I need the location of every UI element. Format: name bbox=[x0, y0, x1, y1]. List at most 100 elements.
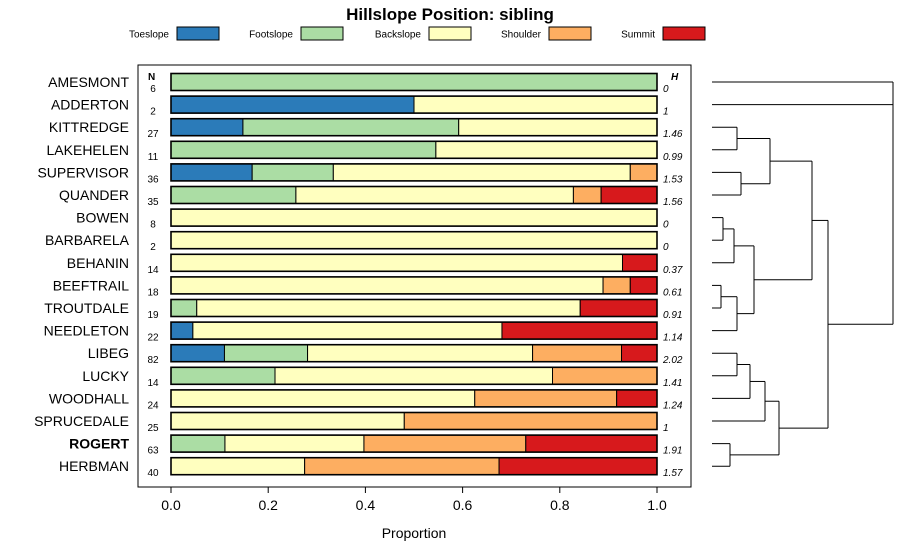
row-needleton: NEEDLETON 22 1.14 bbox=[44, 321, 683, 344]
bar-segment-footslope bbox=[223, 344, 309, 363]
chart-title: Hillslope Position: sibling bbox=[346, 5, 554, 24]
bar-segment-toeslope bbox=[170, 321, 194, 340]
bar-segment-footslope bbox=[170, 140, 437, 159]
bar-segment-footslope bbox=[170, 73, 658, 91]
bar-segment-backslope bbox=[170, 412, 405, 430]
legend-label-backslope: Backslope bbox=[375, 30, 422, 41]
row-label: AMESMONT bbox=[48, 74, 129, 90]
bar-segment-summit bbox=[501, 321, 658, 340]
bar-outline bbox=[170, 276, 658, 295]
row-h-value: 1.56 bbox=[663, 197, 683, 208]
bar-outline bbox=[170, 208, 658, 227]
bar-segment-footslope bbox=[170, 366, 276, 385]
row-label: LUCKY bbox=[82, 368, 129, 384]
x-tick-label: 0.4 bbox=[356, 497, 376, 513]
row-n-value: 82 bbox=[147, 355, 159, 366]
bar-segment-shoulder bbox=[403, 412, 658, 430]
row-quander: QUANDER 35 1.56 bbox=[59, 185, 683, 208]
bar-segment-shoulder bbox=[304, 457, 500, 476]
x-axis-title: Proportion bbox=[382, 525, 447, 541]
row-n-value: 27 bbox=[147, 129, 159, 140]
bar-segment-summit bbox=[579, 299, 658, 317]
bar-outline bbox=[170, 298, 658, 318]
row-h-value: 0.61 bbox=[663, 287, 682, 298]
bar-segment-shoulder bbox=[532, 344, 623, 363]
row-n-value: 14 bbox=[147, 265, 159, 276]
n-header: N bbox=[148, 72, 155, 83]
row-h-value: 1 bbox=[663, 107, 669, 118]
row-kittredge: KITTREDGE 27 1.46 bbox=[49, 117, 683, 140]
bar-segment-shoulder bbox=[474, 389, 618, 408]
row-n-value: 40 bbox=[147, 468, 159, 479]
bar-segment-backslope bbox=[170, 389, 476, 408]
row-h-value: 0.37 bbox=[663, 265, 683, 276]
bar-segment-backslope bbox=[458, 118, 658, 137]
row-n-value: 8 bbox=[150, 220, 156, 231]
legend-label-toeslope: Toeslope bbox=[129, 30, 169, 41]
bar-segment-footslope bbox=[251, 163, 334, 182]
row-n-value: 2 bbox=[150, 107, 156, 118]
row-n-value: 24 bbox=[147, 400, 159, 411]
bar-segment-shoulder bbox=[572, 186, 602, 204]
legend-swatch-backslope bbox=[428, 26, 472, 41]
bar-outline bbox=[170, 117, 658, 137]
bar-outline bbox=[170, 185, 658, 205]
bar-segment-backslope bbox=[435, 140, 658, 159]
bar-outline bbox=[170, 366, 658, 386]
row-beeftrail: BEEFTRAIL 18 0.61 bbox=[53, 276, 682, 298]
bar-segment-summit bbox=[629, 276, 658, 295]
dendrogram bbox=[712, 81, 894, 467]
row-lakehelen: LAKEHELEN 11 0.99 bbox=[47, 140, 683, 163]
bar-outline bbox=[170, 389, 658, 408]
row-label: HERBMAN bbox=[59, 458, 129, 474]
row-n-value: 35 bbox=[147, 197, 159, 208]
row-label: ADDERTON bbox=[51, 97, 129, 113]
bar-outline bbox=[170, 140, 658, 160]
row-herbman: HERBMAN 40 1.57 bbox=[59, 456, 683, 479]
row-troutdale: TROUTDALE 19 0.91 bbox=[44, 298, 682, 321]
bar-segment-backslope bbox=[196, 299, 581, 317]
bar-segment-backslope bbox=[170, 231, 658, 250]
x-axis: 0.0 0.2 0.4 0.6 0.8 1.0 bbox=[161, 487, 667, 513]
bar-outline bbox=[170, 95, 658, 114]
row-h-value: 0 bbox=[663, 84, 669, 95]
legend-swatch-toeslope bbox=[176, 26, 220, 41]
row-h-value: 1.53 bbox=[663, 174, 683, 185]
row-n-value: 14 bbox=[147, 378, 159, 389]
bar-segment-footslope bbox=[170, 434, 226, 453]
legend-label-summit: Summit bbox=[621, 30, 655, 41]
bar-segment-summit bbox=[600, 186, 658, 204]
bar-segment-backslope bbox=[332, 163, 631, 182]
row-adderton: ADDERTON 2 1 bbox=[51, 95, 669, 118]
bar-outline bbox=[170, 253, 658, 273]
plot-frame bbox=[137, 64, 692, 488]
bar-segment-shoulder bbox=[602, 276, 631, 295]
row-h-value: 0.99 bbox=[663, 152, 683, 163]
bar-segment-backslope bbox=[413, 95, 658, 114]
row-h-value: 1.46 bbox=[663, 129, 683, 140]
bar-segment-summit bbox=[616, 389, 658, 408]
row-libeg: LIBEG 82 2.02 bbox=[88, 343, 683, 366]
row-h-value: 1.24 bbox=[663, 400, 683, 411]
row-label: LAKEHELEN bbox=[47, 142, 129, 158]
legend-swatch-shoulder bbox=[548, 26, 592, 41]
row-behanin: BEHANIN 14 0.37 bbox=[67, 253, 683, 276]
row-sprucedale: SPRUCEDALE 25 1 bbox=[34, 411, 669, 434]
bar-segment-summit bbox=[621, 253, 658, 272]
row-h-value: 0 bbox=[663, 242, 669, 253]
bar-segment-summit bbox=[525, 434, 658, 453]
bar-outline bbox=[170, 434, 658, 453]
bar-segment-footslope bbox=[170, 299, 198, 317]
row-n-value: 63 bbox=[147, 446, 159, 457]
bar-segment-backslope bbox=[192, 321, 503, 340]
row-label: QUANDER bbox=[59, 187, 129, 203]
bar-segment-footslope bbox=[242, 118, 460, 137]
x-tick-label: 0.6 bbox=[453, 497, 473, 513]
row-label: BEHANIN bbox=[67, 255, 129, 271]
bar-segment-backslope bbox=[170, 253, 623, 272]
bar-segment-footslope bbox=[170, 186, 297, 204]
x-tick-label: 0.2 bbox=[258, 497, 278, 513]
row-rogert: ROGERT 63 1.91 bbox=[69, 434, 682, 457]
bar-outline bbox=[170, 163, 658, 182]
